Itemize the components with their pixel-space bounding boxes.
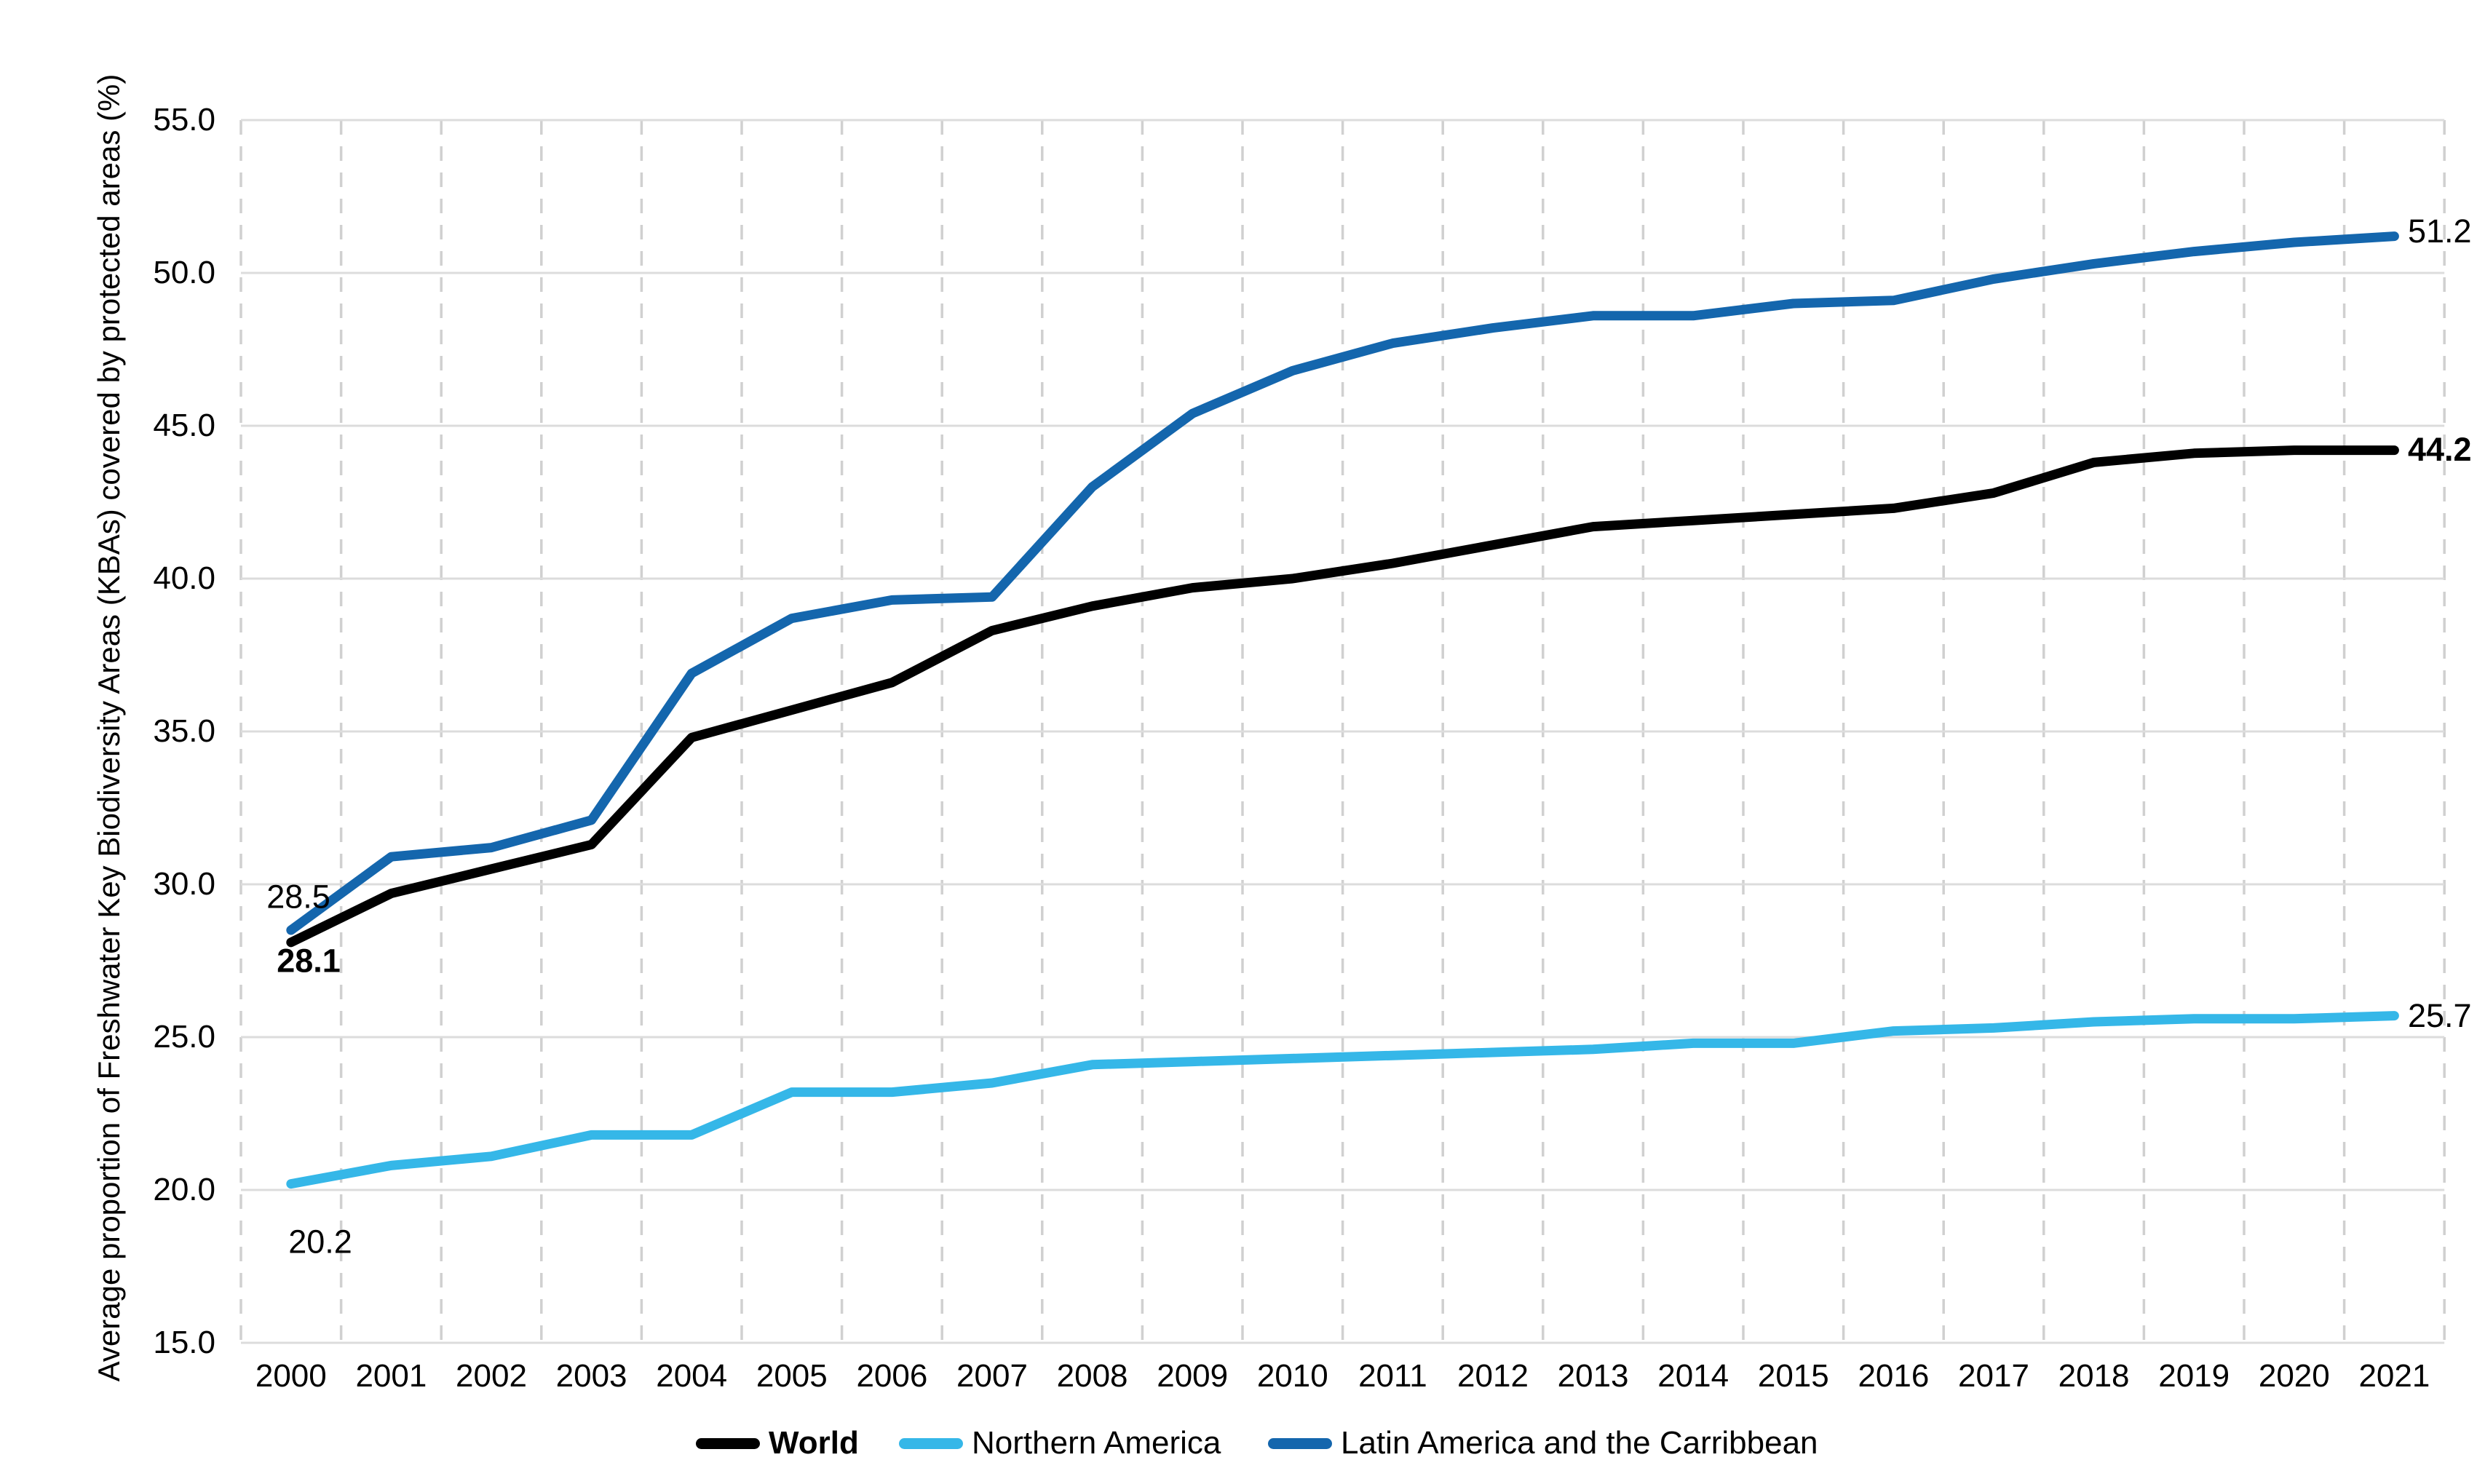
value-label-end-northern-america: 25.7 <box>2408 997 2472 1034</box>
x-tick-label: 2000 <box>255 1358 327 1394</box>
x-tick-label: 2019 <box>2158 1358 2230 1394</box>
value-label-start-world: 28.1 <box>277 942 341 980</box>
y-tick-label: 55.0 <box>153 102 215 138</box>
legend-label: World <box>769 1425 859 1461</box>
x-tick-label: 2013 <box>1557 1358 1629 1394</box>
x-tick-label: 2014 <box>1657 1358 1729 1394</box>
x-tick-label: 2011 <box>1358 1358 1427 1394</box>
legend-swatch-icon <box>1268 1437 1332 1449</box>
x-tick-label: 2006 <box>856 1358 928 1394</box>
value-label-start-latin-america-and-the-carribbean: 28.5 <box>266 878 330 916</box>
value-label-end-world: 44.2 <box>2408 431 2472 468</box>
x-tick-label: 2007 <box>956 1358 1028 1394</box>
x-tick-label: 2002 <box>456 1358 527 1394</box>
legend-item-latin-america-and-the-carribbean: Latin America and the Carribbean <box>1268 1427 1818 1459</box>
x-tick-label: 2015 <box>1757 1358 1829 1394</box>
legend-swatch-icon <box>899 1437 963 1449</box>
x-tick-label: 2021 <box>2358 1358 2430 1394</box>
y-tick-label: 20.0 <box>153 1172 215 1207</box>
legend-swatch-icon <box>696 1437 760 1449</box>
x-tick-label: 2020 <box>2258 1358 2330 1394</box>
legend-item-world: World <box>696 1427 859 1459</box>
y-tick-label: 40.0 <box>153 560 215 596</box>
x-tick-label: 2012 <box>1457 1358 1529 1394</box>
x-tick-label: 2003 <box>555 1358 627 1394</box>
x-tick-label: 2016 <box>1858 1358 1930 1394</box>
series-line-world <box>286 445 2399 948</box>
y-tick-label: 45.0 <box>153 408 215 443</box>
x-tick-label: 2018 <box>2058 1358 2130 1394</box>
legend-label: Latin America and the Carribbean <box>1341 1425 1818 1461</box>
series-line-northern-america <box>286 1011 2399 1189</box>
value-label-end-latin-america-and-the-carribbean: 51.2 <box>2408 213 2472 250</box>
x-tick-label: 2010 <box>1256 1358 1328 1394</box>
y-tick-label: 50.0 <box>153 255 215 290</box>
legend-item-northern-america: Northern America <box>899 1427 1221 1459</box>
value-label-start-northern-america: 20.2 <box>288 1223 352 1261</box>
x-tick-label: 2009 <box>1157 1358 1229 1394</box>
y-tick-label: 15.0 <box>153 1325 215 1360</box>
x-tick-label: 2001 <box>355 1358 427 1394</box>
x-tick-label: 2017 <box>1958 1358 2029 1394</box>
x-tick-label: 2005 <box>756 1358 828 1394</box>
legend-label: Northern America <box>972 1425 1221 1461</box>
y-tick-label: 25.0 <box>153 1019 215 1055</box>
x-tick-label: 2004 <box>656 1358 728 1394</box>
series-line-latin-america-and-the-carribbean <box>286 231 2399 935</box>
y-tick-label: 30.0 <box>153 866 215 902</box>
y-tick-label: 35.0 <box>153 713 215 749</box>
x-tick-label: 2008 <box>1056 1358 1128 1394</box>
